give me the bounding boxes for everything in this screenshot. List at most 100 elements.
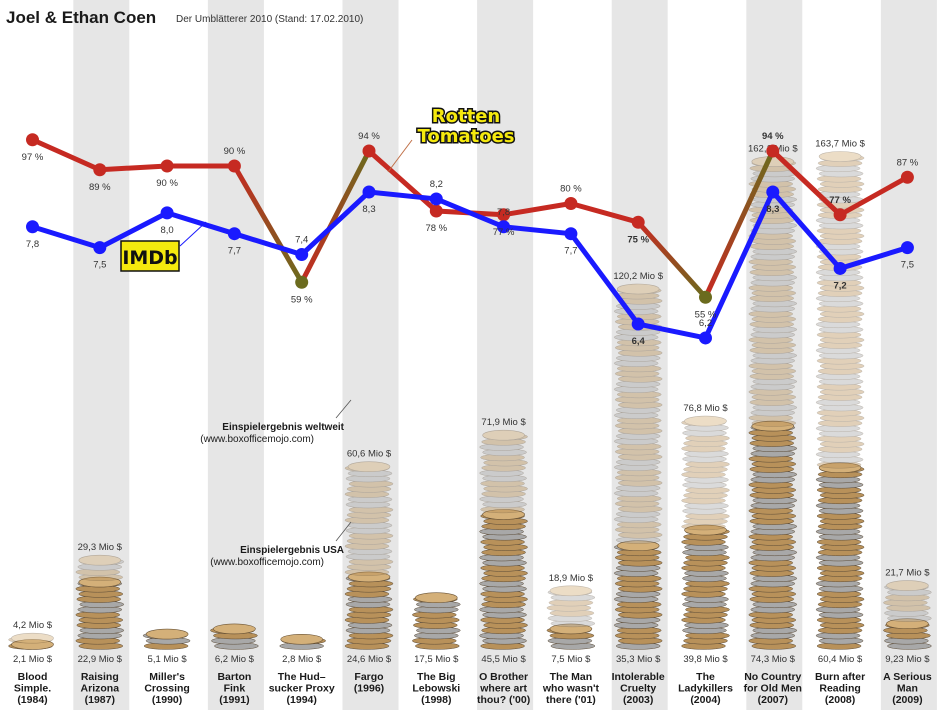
film-labels: Blood Simple. (1984) Raising Arizona (1987) Mi… [14, 671, 932, 706]
imdb-point [833, 261, 847, 275]
coin [752, 221, 798, 230]
coin [75, 568, 121, 576]
coin [683, 465, 728, 474]
worldwide-coin-stack [546, 585, 596, 628]
coin [348, 506, 394, 514]
coin [817, 393, 863, 401]
coin [481, 438, 526, 446]
coin [614, 422, 660, 430]
coin [887, 588, 932, 596]
coin [617, 401, 663, 409]
film-label-line: (2007) [758, 694, 788, 706]
coin [547, 614, 593, 622]
usa-coin-stack [412, 592, 461, 650]
imdb-point [227, 227, 241, 241]
film-label: Fargo (1996) [354, 671, 384, 695]
rotten-tomatoes-segment [299, 148, 372, 285]
coin [752, 247, 798, 256]
coin [818, 221, 864, 230]
imdb-point [93, 241, 107, 255]
rotten-tomatoes-value-label: 89 % [89, 182, 111, 193]
imdb-line [31, 189, 909, 341]
worldwide-value-label: 76,8 Mio $ [683, 403, 728, 414]
coin [815, 346, 861, 355]
worldwide-coin-stack [8, 632, 54, 644]
film-label-line: Barton [217, 671, 251, 683]
coin [615, 406, 661, 414]
rotten-tomatoes-segment [231, 163, 305, 285]
usa-coin-stack [748, 420, 798, 650]
rotten-badge-line2: Tomatoes [417, 126, 514, 147]
coin-top [886, 618, 929, 630]
usa-value-label: 39,8 Mio $ [683, 654, 728, 665]
coin [818, 169, 864, 178]
coin [818, 299, 864, 308]
coin [749, 268, 795, 276]
imdb-point [564, 227, 578, 241]
coin [617, 427, 663, 435]
rotten-tomatoes-segment [837, 174, 910, 218]
coin [615, 510, 661, 518]
coin [818, 325, 864, 334]
coin [748, 310, 794, 318]
coin [818, 247, 864, 256]
usa-coin-stack [142, 628, 191, 650]
imdb-value-label: 7,5 [93, 260, 106, 271]
coin [685, 512, 730, 520]
coin [347, 495, 393, 504]
imdb-point [26, 220, 39, 234]
usa-coin-stack [546, 623, 596, 650]
usa-value-label: 35,3 Mio $ [616, 654, 661, 665]
coin [819, 388, 865, 396]
chart-subtitle: Der Umblätterer 2010 (Stand: 17.02.2010) [176, 14, 363, 25]
rotten-tomatoes-value-label: 75 % [627, 234, 649, 245]
rotten-tomatoes-value-label: 90 % [156, 178, 178, 189]
coin [817, 367, 863, 375]
coin [817, 341, 863, 349]
coin [815, 164, 861, 173]
coin [548, 599, 594, 607]
usa-coin-stack [613, 540, 663, 650]
coin [346, 537, 392, 545]
coin [616, 338, 662, 347]
coin [616, 442, 662, 451]
coin [817, 445, 863, 453]
rotten-tomatoes-value-label: 80 % [560, 184, 582, 195]
coin [613, 515, 659, 523]
coin [482, 500, 527, 508]
usa-leader-line [335, 521, 352, 542]
rotten-tomatoes-segment [97, 163, 170, 173]
film-label-line: Miller's [149, 671, 185, 683]
film-label-line: Fargo [354, 671, 383, 683]
imdb-value-label: 6,4 [632, 336, 646, 347]
coin-top [482, 509, 525, 520]
coin-top [549, 585, 593, 597]
coin [614, 344, 660, 352]
coin [480, 479, 525, 488]
usa-label: Einspielergebnis USA [240, 545, 344, 556]
coin [751, 263, 797, 271]
coin [819, 284, 865, 292]
usa-annotation: Einspielergebnis USA (www.boxofficemojo.… [210, 521, 352, 568]
coin [615, 380, 661, 388]
usa-coin-stack [815, 462, 865, 650]
coin [613, 463, 659, 471]
coin [819, 336, 865, 344]
coin [615, 354, 661, 362]
coin [613, 411, 659, 419]
film-label-line: (1998) [421, 694, 451, 706]
coin [483, 459, 528, 467]
coin [816, 331, 862, 339]
film-label-line: (2009) [892, 694, 922, 706]
rotten-tomatoes-segment [568, 201, 641, 225]
film-label-line: Ladykillers [678, 683, 733, 695]
worldwide-value-label: 21,7 Mio $ [885, 568, 930, 579]
film-label-line: Arizona [81, 683, 120, 695]
film-label: No Country for Old Men (2007) [744, 671, 802, 706]
coin [615, 536, 661, 544]
coin [748, 258, 794, 266]
film-label-line: Crossing [144, 683, 190, 695]
coin [751, 393, 797, 401]
coin [819, 232, 865, 240]
